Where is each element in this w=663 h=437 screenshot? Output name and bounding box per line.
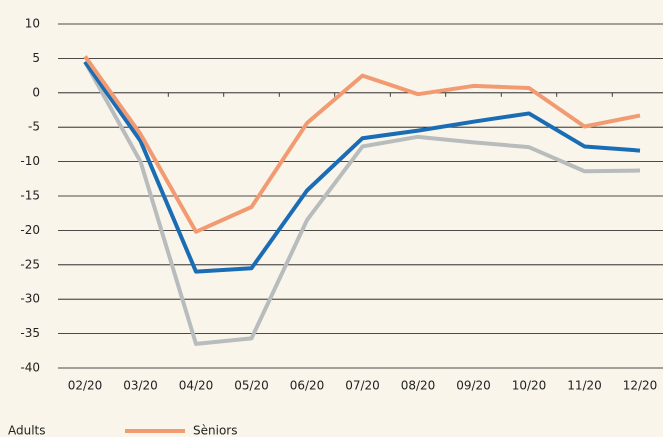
y-tick-label: -10 [20, 154, 40, 168]
x-tick-label: 04/20 [179, 379, 214, 393]
legend-label: Adults [8, 424, 46, 437]
y-tick-label: 5 [32, 51, 40, 65]
x-tick-label: 07/20 [345, 379, 380, 393]
x-tick-label: 02/20 [68, 379, 103, 393]
x-tick-label: 09/20 [456, 379, 491, 393]
x-tick-label: 05/20 [234, 379, 269, 393]
series-line [83, 55, 641, 234]
y-tick-label: -20 [20, 223, 40, 237]
y-tick-label: 10 [25, 17, 40, 31]
x-tick-label: 06/20 [290, 379, 325, 393]
x-tick-label: 12/20 [623, 379, 658, 393]
x-tick-label: 08/20 [401, 379, 436, 393]
y-tick-label: 0 [32, 85, 40, 99]
legend-label: Sèniors [193, 424, 237, 437]
y-tick-label: -5 [28, 120, 40, 134]
x-tick-label: 10/20 [512, 379, 547, 393]
y-tick-label: -40 [20, 361, 40, 375]
y-tick-label: -15 [20, 189, 40, 203]
y-tick-label: -30 [20, 292, 40, 306]
y-tick-label: -25 [20, 257, 40, 271]
series-line [83, 60, 641, 274]
x-tick-label: 03/20 [123, 379, 158, 393]
x-tick-label: 11/20 [567, 379, 602, 393]
y-tick-label: -35 [20, 326, 40, 340]
series-line [83, 60, 641, 346]
